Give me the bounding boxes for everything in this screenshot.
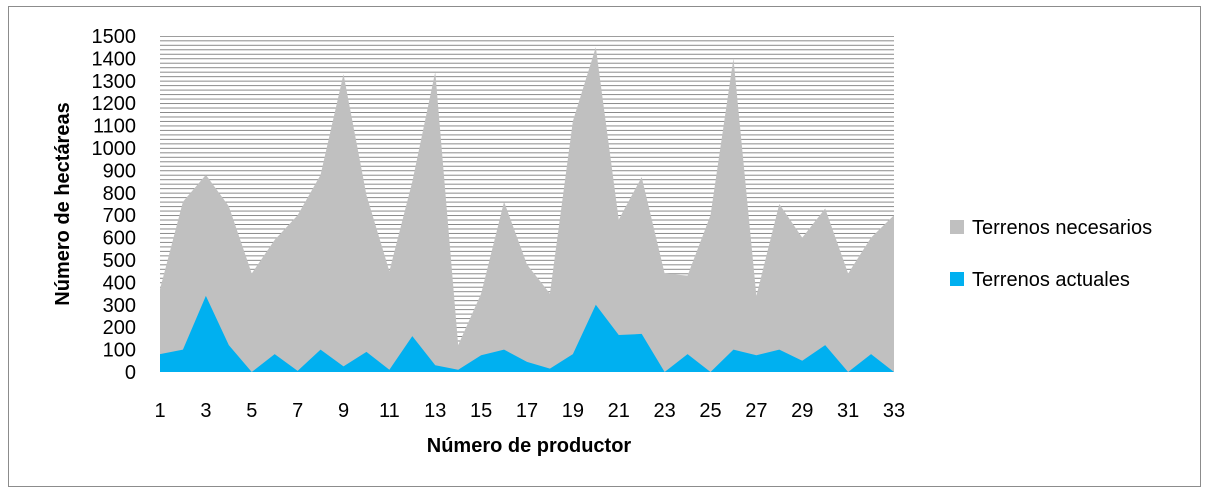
legend: Terrenos necesarios Terrenos actuales	[950, 217, 1152, 291]
x-tick-label: 33	[883, 400, 905, 422]
y-tick-label: 1300	[92, 71, 137, 93]
x-tick-label: 1	[154, 400, 165, 422]
y-tick-label: 0	[125, 362, 136, 384]
y-tick-label: 500	[103, 250, 136, 272]
x-tick-label: 23	[654, 400, 676, 422]
x-tick-label: 9	[338, 400, 349, 422]
x-tick-label: 21	[608, 400, 630, 422]
y-tick-label: 1500	[92, 26, 137, 48]
y-tick-label: 1000	[92, 138, 137, 160]
y-axis-ticks: 0100200300400500600700800900100011001200…	[92, 26, 137, 384]
x-tick-label: 3	[200, 400, 211, 422]
series-areas	[159, 47, 895, 373]
legend-label: Terrenos necesarios	[972, 217, 1152, 239]
y-axis-title: Número de hectáreas	[52, 102, 74, 305]
area-series-terrenos-necesarios	[160, 47, 894, 372]
y-tick-label: 400	[103, 272, 136, 294]
y-tick-label: 600	[103, 228, 136, 250]
x-tick-label: 31	[837, 400, 859, 422]
y-tick-label: 1400	[92, 48, 137, 70]
x-axis-title: Número de productor	[427, 435, 632, 457]
legend-swatch	[950, 272, 964, 286]
x-tick-label: 19	[562, 400, 584, 422]
x-tick-label: 7	[292, 400, 303, 422]
y-tick-label: 800	[103, 183, 136, 205]
y-tick-label: 900	[103, 160, 136, 182]
x-tick-label: 17	[516, 400, 538, 422]
y-tick-label: 300	[103, 295, 136, 317]
y-tick-label: 200	[103, 317, 136, 339]
y-tick-label: 1100	[93, 116, 136, 138]
x-axis-ticks: 1 3 5 7 9 11 13 15 17 19 21 23 25 27 29 31 33	[154, 400, 905, 422]
area-series-terrenos-actuales	[160, 295, 894, 372]
x-tick-label: 27	[745, 400, 767, 422]
x-tick-label: 5	[246, 400, 257, 422]
x-tick-label: 11	[379, 400, 400, 422]
x-tick-label: 29	[791, 400, 813, 422]
y-tick-label: 700	[103, 205, 136, 227]
x-tick-label: 25	[699, 400, 721, 422]
x-tick-label: 13	[424, 400, 446, 422]
legend-label: Terrenos actuales	[972, 269, 1130, 291]
legend-swatch	[950, 220, 964, 234]
x-tick-label: 15	[470, 400, 492, 422]
y-tick-label: 1200	[92, 93, 137, 115]
y-tick-label: 100	[103, 340, 136, 362]
